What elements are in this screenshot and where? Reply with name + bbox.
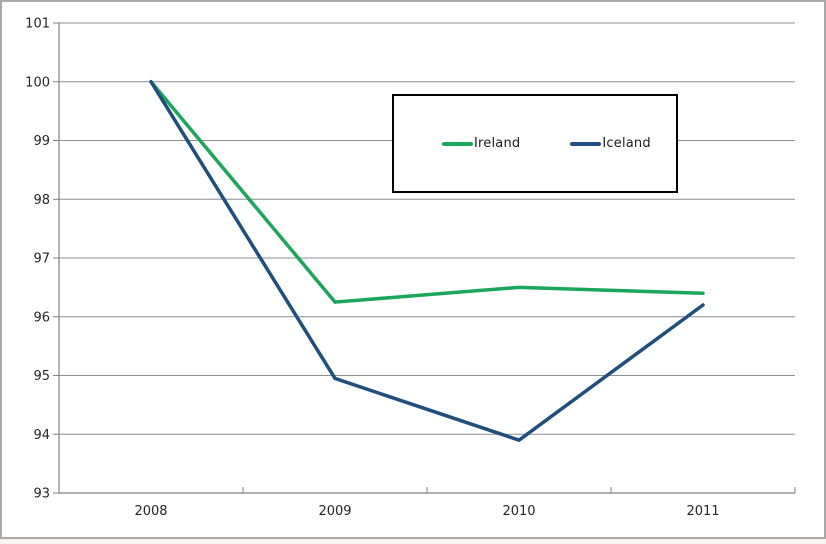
legend-label-iceland: Iceland <box>602 136 651 151</box>
y-axis-tick-label-99: 99 <box>33 134 50 149</box>
y-axis-tick-label-100: 100 <box>25 75 50 90</box>
chart-legend: Ireland Iceland <box>392 94 678 193</box>
x-axis-tick-label-2009: 2009 <box>318 504 351 519</box>
legend-item-iceland: Iceland <box>570 136 651 151</box>
y-axis-tick-label-95: 95 <box>33 369 50 384</box>
ireland-line-swatch <box>442 141 473 146</box>
y-axis-tick-label-96: 96 <box>33 310 50 325</box>
y-axis-tick-label-98: 98 <box>33 193 50 208</box>
iceland-line <box>149 80 705 443</box>
iceland-line-swatch <box>570 141 602 146</box>
ireland-line <box>149 80 705 304</box>
y-axis-tick-label-93: 93 <box>33 487 50 502</box>
y-axis-tick-label-94: 94 <box>33 428 50 443</box>
x-axis-tick-label-2008: 2008 <box>134 504 167 519</box>
page-background-strip <box>0 539 826 544</box>
y-axis-tick-label-101: 101 <box>25 17 50 32</box>
legend-label-ireland: Ireland <box>474 136 521 151</box>
x-axis-tick-label-2010: 2010 <box>502 504 535 519</box>
legend-item-ireland: Ireland <box>442 136 520 151</box>
x-axis-tick-label-2011: 2011 <box>686 504 719 519</box>
y-axis-tick-label-97: 97 <box>33 252 50 267</box>
